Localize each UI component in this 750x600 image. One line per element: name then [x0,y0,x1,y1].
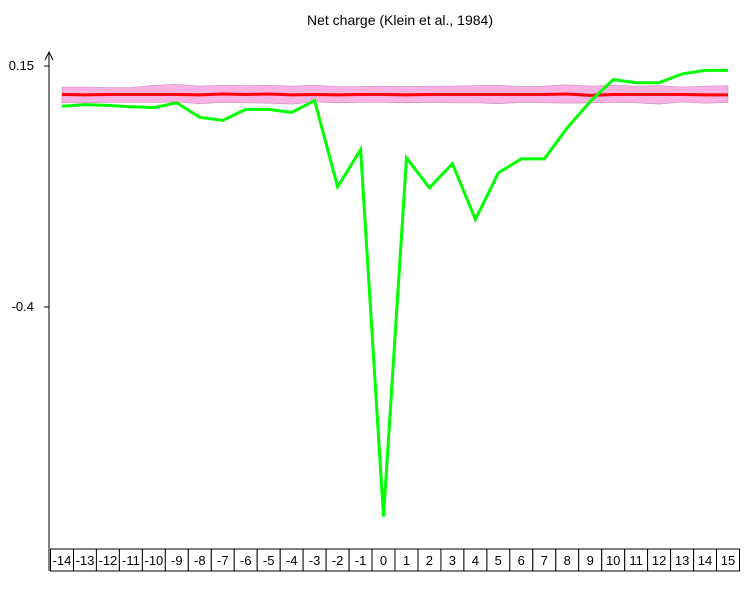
x-tick-label: -9 [171,553,183,568]
x-tick-label: -6 [240,553,252,568]
x-tick-label: 0 [380,553,387,568]
x-tick-label: 15 [721,553,735,568]
x-tick-label: -3 [309,553,321,568]
y-tick-label: 0.15 [9,58,34,73]
x-tick-label: 12 [652,553,666,568]
x-tick-label: 1 [403,553,410,568]
chart-title: Net charge (Klein et al., 1984) [307,12,493,28]
x-tick-label: -5 [263,553,275,568]
x-tick-label: -13 [76,553,95,568]
x-tick-label: 10 [606,553,620,568]
x-tick-label: 4 [472,553,479,568]
x-tick-cell [716,548,740,572]
x-tick-label: 13 [675,553,689,568]
x-tick-label: 14 [698,553,712,568]
x-tick-label: -7 [217,553,229,568]
x-tick-label: 8 [564,553,571,568]
x-tick-label: -2 [332,553,344,568]
x-tick-label: 11 [629,553,643,568]
x-tick-label: -11 [122,553,140,568]
x-tick-label: -10 [145,553,164,568]
x-tick-label: -8 [194,553,206,568]
series-line-0 [61,92,728,97]
x-tick-label: -14 [53,553,72,568]
x-tick-label: 6 [518,553,525,568]
x-tick-label: -4 [286,553,298,568]
x-tick-label: 9 [587,553,594,568]
x-tick-label: 5 [495,553,502,568]
x-tick-label: -12 [99,553,118,568]
x-tick-label: 7 [541,553,548,568]
x-tick-label: 2 [426,553,433,568]
y-axis-arrow [44,50,54,61]
series-line-1 [61,68,728,517]
x-tick-label: 3 [449,553,456,568]
x-tick-label: -1 [355,553,367,568]
y-tick-label: -0.4 [12,299,34,314]
